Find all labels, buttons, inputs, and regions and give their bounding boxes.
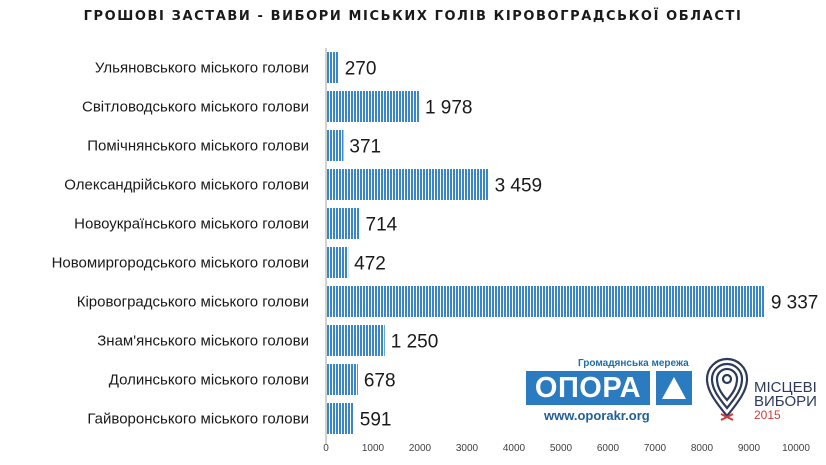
bar (327, 52, 339, 83)
x-tick-label: 8000 (691, 443, 714, 454)
x-tick-label: 3000 (456, 443, 479, 454)
bar-value-label: 371 (349, 137, 381, 158)
category-label: Світловодського міського голови (82, 99, 309, 116)
bar (327, 91, 419, 122)
category-label: Новоукраїнського міського голови (74, 216, 309, 233)
bar (327, 208, 360, 239)
bar (327, 169, 489, 200)
bar-value-label: 1 250 (391, 332, 439, 353)
location-pin-icon (705, 357, 749, 421)
chart-title: ГРОШОВІ ЗАСТАВИ - ВИБОРИ МІСЬКИХ ГОЛІВ К… (83, 9, 743, 24)
elections-line1: МІСЦЕВІ (754, 379, 817, 396)
x-tick-label: 0 (323, 443, 329, 454)
bar-value-label: 678 (364, 371, 396, 392)
x-tick-label: 10000 (782, 443, 810, 454)
category-label: Знам'янського міського голови (97, 333, 309, 350)
opora-url: www.oporakr.org (544, 408, 650, 423)
bar-value-label: 9 337 (771, 293, 819, 314)
elections-year: 2015 (754, 408, 781, 422)
bar (327, 403, 354, 434)
bar (327, 247, 349, 278)
bar (327, 325, 385, 356)
category-label: Помічнянського міського голови (87, 138, 309, 155)
opora-logo: Громадянська мережа ОПОРА www.oporakr.or… (524, 358, 694, 428)
x-tick-label: 1000 (362, 443, 385, 454)
bar (327, 364, 358, 395)
x-tick-label: 2000 (409, 443, 432, 454)
category-label: Долинського міського голови (109, 372, 309, 389)
x-tick-label: 5000 (550, 443, 573, 454)
x-tick-label: 6000 (597, 443, 620, 454)
bar (327, 130, 344, 161)
bar-value-label: 1 978 (425, 98, 473, 119)
x-tick-label: 9000 (738, 443, 761, 454)
opora-triangle-icon (656, 371, 692, 405)
category-label: Гайворонського міського голови (87, 411, 309, 428)
opora-wordmark: ОПОРА (526, 371, 650, 405)
category-label: Кіровоградського міського голови (77, 294, 309, 311)
x-tick-label: 7000 (644, 443, 667, 454)
local-elections-logo: МІСЦЕВІ ВИБОРИ 2015 (702, 356, 817, 424)
category-label: Ульяновського міського голови (95, 60, 309, 77)
category-label: Новомиргородського міського голови (52, 255, 309, 272)
bar-value-label: 714 (366, 215, 398, 236)
bar-value-label: 472 (354, 254, 386, 275)
x-tick-label: 4000 (503, 443, 526, 454)
elections-line2: ВИБОРИ (754, 393, 817, 410)
opora-tagline: Громадянська мережа (578, 358, 689, 369)
bar (327, 286, 765, 317)
bar-value-label: 3 459 (495, 176, 543, 197)
category-label: Олександрійського міського голови (64, 177, 309, 194)
bar-value-label: 591 (360, 410, 392, 431)
bar-value-label: 270 (345, 59, 377, 80)
